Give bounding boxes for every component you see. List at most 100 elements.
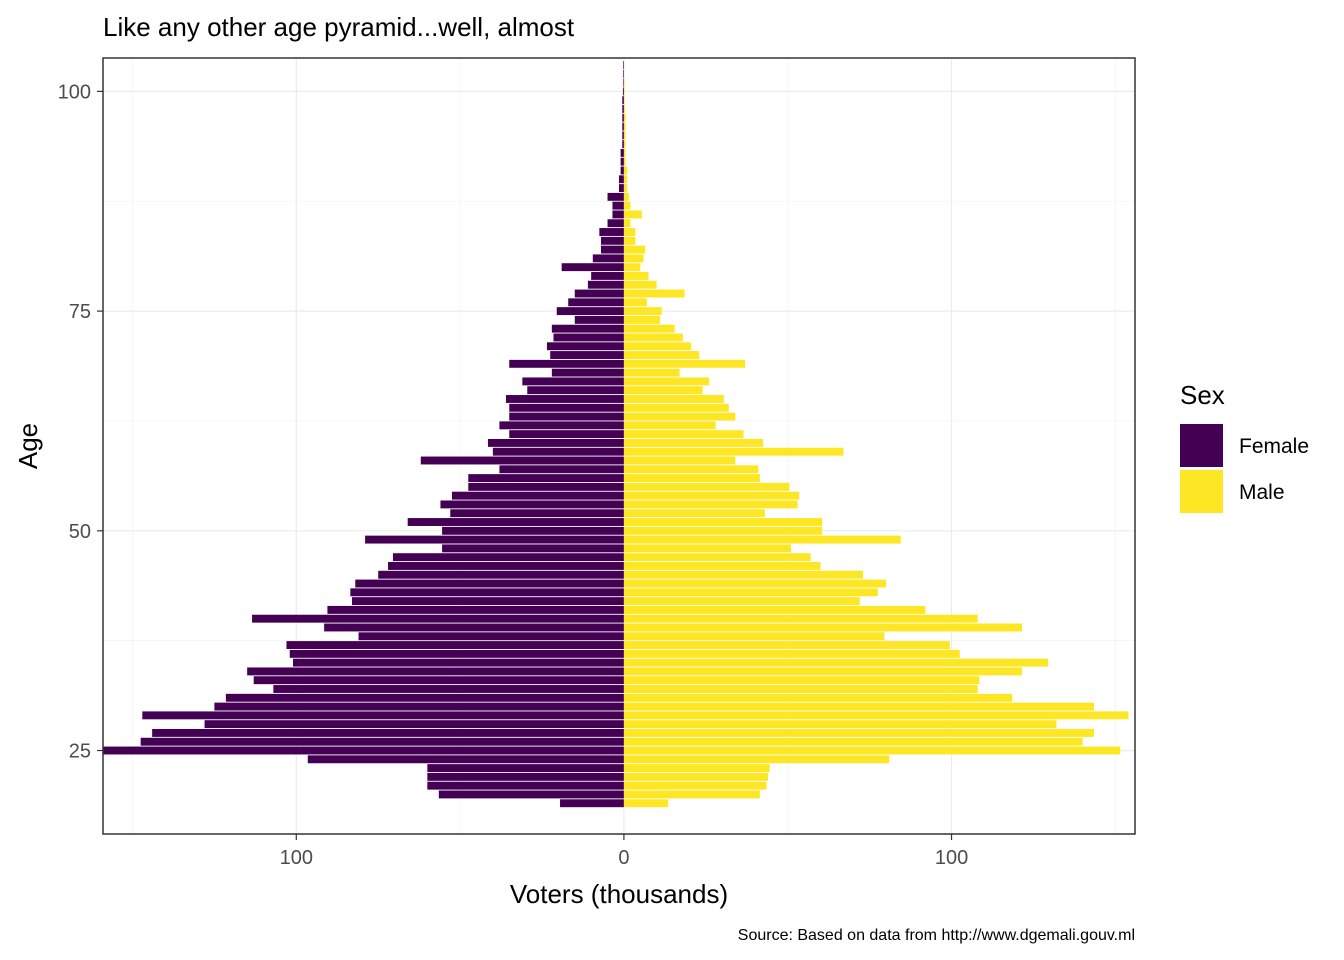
bar-male <box>623 263 641 272</box>
bar-female <box>607 219 624 228</box>
bar-female <box>551 368 624 377</box>
bar-female <box>623 61 624 69</box>
bar-female <box>522 377 624 386</box>
bar-male <box>623 351 700 359</box>
bar-female <box>492 447 624 456</box>
bar-female <box>450 509 624 518</box>
bar-male <box>623 605 926 614</box>
bar-female <box>568 298 624 307</box>
bar-female <box>499 465 624 474</box>
x-tick-label: 100 <box>935 847 968 869</box>
bar-female <box>499 421 624 430</box>
bar-female <box>440 500 624 509</box>
bar-male <box>623 219 631 228</box>
y-axis-title: Age <box>13 423 43 469</box>
bar-male <box>623 526 823 535</box>
bar-male <box>623 148 626 157</box>
bar-male <box>623 271 649 280</box>
bar-male <box>623 315 660 324</box>
bar-female <box>378 570 624 579</box>
bar-female <box>622 96 624 105</box>
bar-male <box>623 298 647 307</box>
bar-male <box>623 140 626 149</box>
bar-female <box>307 755 624 764</box>
y-tick-label: 100 <box>58 81 91 103</box>
bar-male <box>623 456 736 465</box>
bar-female <box>286 641 624 650</box>
bar-female <box>561 263 624 272</box>
bar-male <box>623 368 680 377</box>
bar-male <box>623 157 626 166</box>
bar-male <box>623 658 1049 667</box>
bar-male <box>623 386 703 395</box>
bar-male <box>623 342 692 351</box>
bar-male <box>623 720 1057 729</box>
bar-female <box>553 333 624 342</box>
bar-female <box>252 614 624 623</box>
bars <box>103 61 1129 808</box>
bar-female <box>293 658 624 667</box>
bar-male <box>623 395 724 403</box>
bar-female <box>451 491 624 500</box>
bar-female <box>427 772 624 781</box>
bar-female <box>140 737 624 746</box>
bar-female <box>407 518 624 526</box>
bar-male <box>623 192 629 201</box>
bar-male <box>623 491 800 500</box>
bar-female <box>152 728 624 737</box>
bar-male <box>623 579 887 588</box>
bar-female <box>620 157 624 166</box>
bar-male <box>623 403 729 412</box>
panel-border <box>102 57 1136 835</box>
bar-female <box>442 526 624 535</box>
bar-male <box>623 430 744 439</box>
y-tick-label: 50 <box>69 521 91 543</box>
bar-male <box>623 676 980 685</box>
bar-female <box>619 175 624 184</box>
bar-female <box>327 605 624 614</box>
bar-female <box>591 271 624 280</box>
bar-male <box>623 641 950 650</box>
bar-female <box>622 131 624 140</box>
bar-female <box>388 562 624 570</box>
bar-female <box>622 140 624 149</box>
bar-female <box>204 720 624 729</box>
bar-female <box>324 623 624 632</box>
x-axis-title: Voters (thousands) <box>510 879 728 909</box>
y-tick-label: 25 <box>69 741 91 763</box>
bar-female <box>551 324 624 333</box>
bar-female <box>509 403 624 412</box>
bar-male <box>623 447 844 456</box>
bar-male <box>623 87 625 96</box>
bar-female <box>351 597 624 606</box>
bar-female <box>420 456 624 465</box>
bar-male <box>623 210 642 219</box>
bar-female <box>505 395 624 403</box>
bar-male <box>623 236 636 245</box>
bar-female <box>442 544 624 553</box>
bar-male <box>623 307 662 316</box>
bar-female <box>622 105 624 113</box>
bar-female <box>468 482 624 491</box>
chart-title: Like any other age pyramid...well, almos… <box>103 12 575 42</box>
bar-male <box>623 544 791 553</box>
bar-male <box>623 685 978 693</box>
bar-male <box>623 711 1129 720</box>
legend-label-female: Female <box>1239 435 1309 458</box>
legend-key-male <box>1180 470 1223 513</box>
bar-female <box>509 430 624 439</box>
bar-male <box>623 597 860 606</box>
x-tick-label: 100 <box>280 847 313 869</box>
bar-male <box>623 790 760 799</box>
bar-female <box>587 280 624 289</box>
bar-female <box>214 702 624 711</box>
bar-male <box>623 122 626 131</box>
legend-key-female <box>1180 424 1223 467</box>
bar-male <box>623 702 1095 711</box>
bar-female <box>623 69 624 78</box>
bar-female <box>355 579 624 588</box>
bar-female <box>358 632 624 641</box>
bar-female <box>546 342 624 351</box>
bar-male <box>623 518 823 526</box>
bar-male <box>623 333 683 342</box>
